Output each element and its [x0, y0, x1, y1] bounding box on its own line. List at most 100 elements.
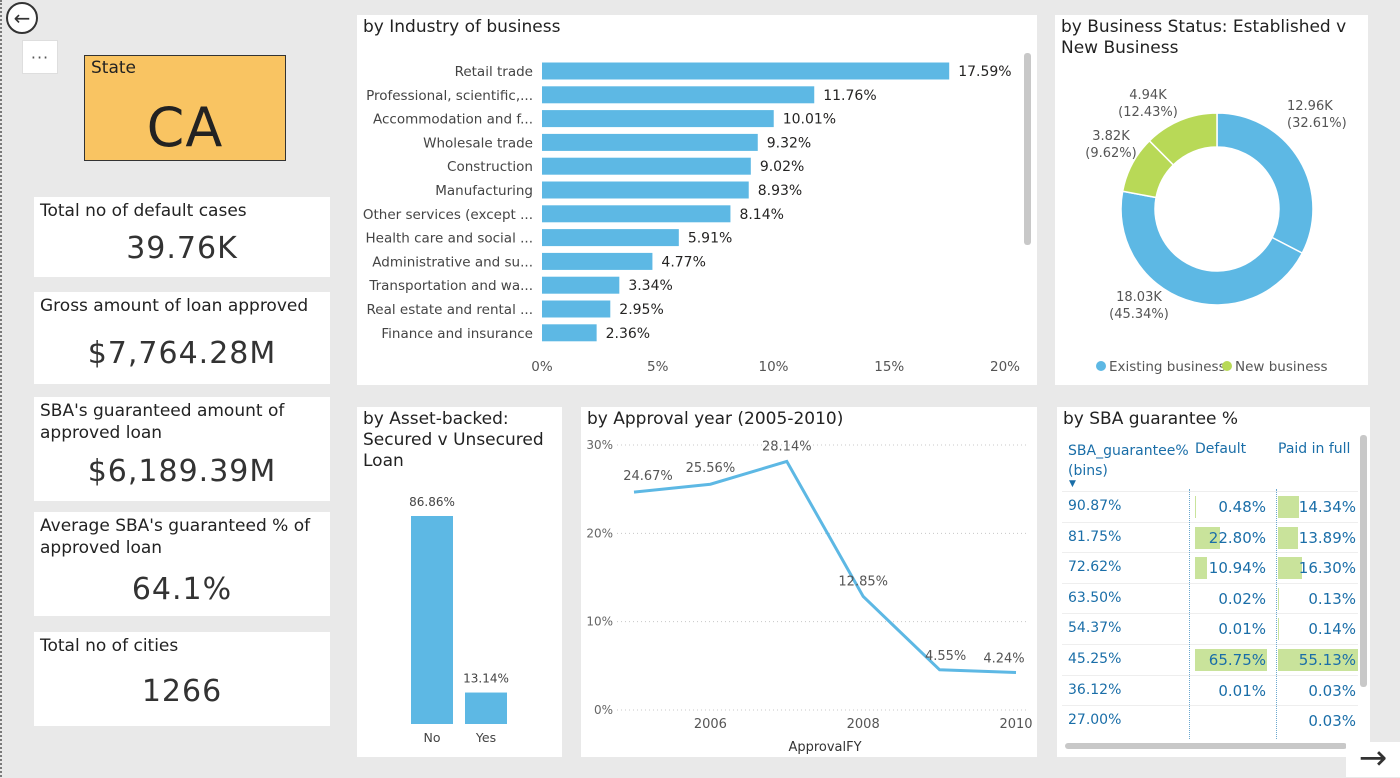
asset-category-label: No: [424, 730, 441, 745]
industry-category-label: Retail trade: [455, 64, 533, 80]
matrix-row-label: 81.75%: [1068, 529, 1121, 545]
industry-bar[interactable]: [542, 253, 652, 270]
right-arrow-icon[interactable]: →: [1346, 742, 1400, 777]
approval-x-axis-title: ApprovalFY: [788, 740, 861, 755]
table-row[interactable]: 36.12%0.01%0.03%: [1062, 675, 1358, 706]
approval-data-label: 25.56%: [686, 461, 736, 476]
industry-category-label: Construction: [447, 159, 533, 175]
donut-value-label: 12.96K: [1287, 99, 1333, 114]
industry-data-label: 17.59%: [958, 64, 1011, 80]
industry-bar[interactable]: [542, 301, 610, 318]
approval-series-line[interactable]: [634, 461, 1016, 672]
matrix-divider: [1276, 489, 1277, 739]
kpi-title: Total no of default cases: [40, 200, 247, 222]
approval-y-tick-label: 10%: [586, 615, 613, 629]
legend-label[interactable]: Existing business: [1109, 359, 1226, 375]
industry-x-tick-label: 0%: [531, 359, 553, 375]
industry-bar[interactable]: [542, 182, 749, 199]
matrix-body: 90.87%0.48%14.34% 81.75% 22.80% 13.89% 72.62…: [1057, 407, 1370, 757]
state-value: CA: [85, 96, 285, 159]
industry-category-label: Other services (except ...: [363, 207, 533, 223]
approval-data-label: 24.67%: [623, 469, 673, 484]
industry-data-label: 2.95%: [619, 302, 663, 318]
approval-y-tick-label: 0%: [594, 703, 613, 717]
back-arrow-icon[interactable]: ←: [6, 2, 38, 34]
kpi-card-total-cities: Total no of cities 1266: [34, 632, 330, 726]
more-options-button[interactable]: ···: [22, 40, 58, 74]
paid-cell: 0.03%: [1276, 712, 1356, 730]
industry-x-tick-label: 15%: [874, 359, 904, 375]
donut-percent-label: (9.62%): [1085, 146, 1136, 161]
approval-y-tick-label: 30%: [586, 438, 613, 452]
industry-data-label: 5.91%: [688, 231, 732, 247]
page-edge-dots: [0, 0, 4, 777]
industry-bar[interactable]: [542, 86, 814, 103]
industry-data-label: 10.01%: [783, 112, 836, 128]
asset-bar[interactable]: [465, 693, 507, 724]
asset-bar[interactable]: [411, 516, 453, 724]
approval-x-tick-label: 2008: [847, 717, 880, 732]
industry-bar[interactable]: [542, 110, 774, 127]
industry-category-label: Transportation and wa...: [368, 278, 533, 294]
donut-slice[interactable]: [1217, 113, 1313, 253]
default-cell: 0.01%: [1188, 620, 1266, 638]
matrix-row-label: 45.25%: [1068, 651, 1121, 667]
industry-data-label: 4.77%: [661, 254, 705, 270]
donut-percent-label: (32.61%): [1287, 116, 1347, 131]
kpi-title: Total no of cities: [40, 635, 178, 657]
kpi-card-average-guarantee: Average SBA's guaranteed % of approved l…: [34, 512, 330, 616]
donut-percent-label: (45.34%): [1109, 307, 1169, 322]
industry-data-label: 9.02%: [760, 159, 804, 175]
kpi-card-gross-amount: Gross amount of loan approved $7,764.28M: [34, 292, 330, 384]
donut-percent-label: (12.43%): [1118, 105, 1178, 120]
industry-data-label: 3.34%: [628, 278, 672, 294]
status-donut-chart[interactable]: 12.96K(32.61%)18.03K(45.34%)3.82K(9.62%)…: [1055, 15, 1368, 385]
matrix-row-label: 27.00%: [1068, 712, 1121, 728]
industry-scrollbar[interactable]: [1024, 53, 1031, 245]
matrix-vertical-scrollbar[interactable]: [1360, 435, 1367, 687]
industry-bar[interactable]: [542, 205, 730, 222]
table-row[interactable]: 54.37% 0.01% 0.14%: [1062, 613, 1358, 644]
kpi-title: SBA's guaranteed amount of approved loan: [40, 400, 300, 444]
default-cell: 65.75%: [1188, 651, 1266, 669]
industry-bar[interactable]: [542, 229, 679, 246]
kpi-value: $6,189.39M: [34, 454, 330, 489]
kpi-value: 1266: [34, 674, 330, 709]
kpi-card-sba-guaranteed-amount: SBA's guaranteed amount of approved loan…: [34, 397, 330, 501]
approval-chart-card: by Approval year (2005-2010) 0%10%20%30%…: [581, 407, 1037, 757]
industry-category-label: Real estate and rental ...: [367, 302, 533, 318]
legend-label[interactable]: New business: [1235, 359, 1328, 375]
approval-x-tick-label: 2006: [694, 717, 727, 732]
approval-data-label: 4.55%: [925, 649, 966, 664]
industry-bar[interactable]: [542, 277, 619, 294]
industry-bar[interactable]: [542, 134, 758, 151]
table-row[interactable]: 90.87%0.48%14.34%: [1062, 491, 1358, 522]
table-row[interactable]: 27.00% 0.03%: [1062, 705, 1358, 736]
industry-bar[interactable]: [542, 63, 949, 80]
approval-x-tick-label: 2010: [999, 717, 1032, 732]
matrix-row-label: 63.50%: [1068, 590, 1121, 606]
paid-cell: 14.34%: [1276, 498, 1356, 516]
table-row[interactable]: 63.50%0.02%0.13%: [1062, 583, 1358, 614]
approval-data-label: 4.24%: [983, 652, 1024, 667]
table-row[interactable]: 45.25%65.75%55.13%: [1062, 644, 1358, 675]
industry-bar[interactable]: [542, 324, 597, 341]
industry-category-label: Manufacturing: [435, 183, 533, 199]
table-row[interactable]: 72.62%10.94%16.30%: [1062, 552, 1358, 583]
matrix-row-label: 54.37%: [1068, 620, 1121, 636]
table-row[interactable]: 81.75% 22.80% 13.89%: [1062, 522, 1358, 553]
matrix-horizontal-scrollbar[interactable]: [1065, 743, 1347, 749]
donut-slice[interactable]: [1121, 191, 1302, 305]
industry-category-label: Wholesale trade: [423, 135, 533, 151]
paid-cell: 13.89%: [1276, 529, 1356, 547]
industry-category-label: Finance and insurance: [381, 326, 533, 342]
industry-bar[interactable]: [542, 158, 751, 175]
paid-cell: 0.14%: [1276, 620, 1356, 638]
default-cell: 22.80%: [1188, 529, 1266, 547]
kpi-title: Average SBA's guaranteed % of approved l…: [40, 515, 325, 559]
kpi-value: $7,764.28M: [34, 336, 330, 371]
